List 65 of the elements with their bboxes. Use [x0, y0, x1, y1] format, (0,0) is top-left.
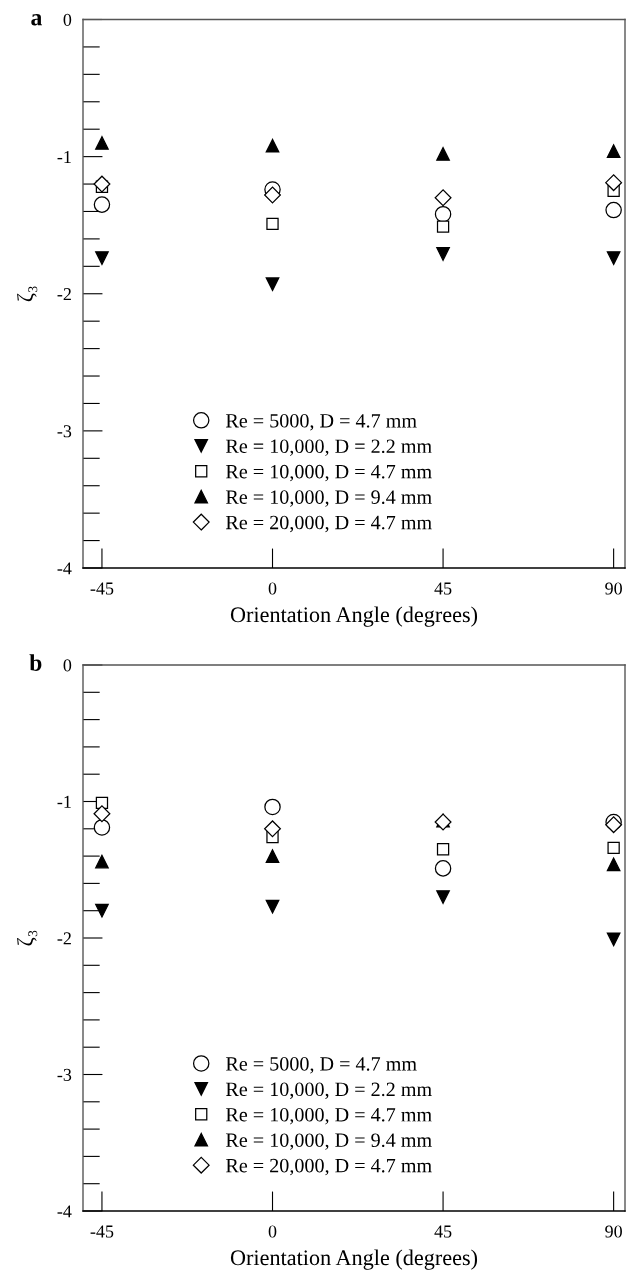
y-tick-label: 0: [63, 13, 72, 26]
x-tick-label: -45: [90, 582, 114, 595]
y-tick-label: -1: [57, 795, 71, 808]
legend-label: Re = 10,000, D = 2.2 mm: [225, 1082, 432, 1099]
y-tick-label: -3: [57, 425, 72, 438]
legend-label: Re = 20,000, D = 4.7 mm: [225, 1158, 432, 1176]
point: [95, 251, 109, 265]
point: [605, 201, 622, 219]
point: [436, 843, 450, 856]
x-tick-label: 45: [434, 582, 452, 595]
point: [264, 820, 281, 838]
point: [606, 251, 621, 265]
point: [265, 138, 280, 153]
point: [605, 174, 623, 192]
legend-label: Re = 10,000, D = 4.7 mm: [225, 464, 432, 482]
point: [607, 841, 620, 855]
x-tick-label: 90: [605, 1225, 622, 1238]
point: [606, 932, 621, 947]
x-axis-title: Orientation Angle (degrees): [230, 1249, 478, 1270]
point: [93, 819, 111, 836]
y-axis-title: ζ₃: [17, 286, 38, 302]
point: [93, 805, 111, 823]
point: [264, 798, 281, 816]
y-tick-label: -2: [57, 288, 71, 301]
point: [264, 186, 281, 204]
point: [95, 136, 109, 150]
point: [436, 890, 450, 904]
point: [436, 247, 450, 261]
point: [606, 857, 621, 872]
point: [436, 147, 450, 161]
legend-label: Re = 5000, D = 4.7 mm: [225, 1057, 417, 1074]
point: [434, 205, 452, 223]
x-tick-label: 0: [268, 582, 277, 595]
point: [434, 189, 452, 207]
chart-title: b: [29, 654, 42, 671]
x-tick-label: -45: [90, 1225, 114, 1238]
legend-label: Re = 10,000, D = 9.4 mm: [225, 1133, 432, 1150]
legend-label: Re = 20,000, D = 4.7 mm: [225, 515, 432, 533]
x-tick-label: 90: [605, 582, 622, 595]
point: [434, 860, 452, 877]
point: [93, 175, 111, 193]
legend-label: Re = 10,000, D = 9.4 mm: [225, 490, 432, 507]
x-tick-label: 0: [268, 1225, 277, 1238]
point: [436, 220, 450, 233]
y-tick-label: 0: [63, 659, 72, 672]
point: [95, 903, 109, 918]
point: [266, 217, 279, 230]
y-tick-label: -3: [57, 1068, 72, 1081]
x-axis-title: Orientation Angle (degrees): [230, 606, 478, 627]
legend-label: Re = 10,000, D = 2.2 mm: [225, 439, 432, 456]
point: [95, 854, 109, 869]
point: [265, 277, 280, 292]
x-tick-label: 45: [434, 1225, 452, 1238]
point: [93, 196, 111, 213]
legend-label: Re = 5000, D = 4.7 mm: [225, 414, 417, 431]
point: [265, 899, 280, 914]
point: [265, 849, 280, 863]
y-tick-label: -4: [57, 562, 72, 575]
point: [606, 144, 621, 159]
y-tick-label: -2: [57, 932, 71, 945]
y-axis-title: ζ₃: [17, 930, 38, 946]
chart-title: a: [31, 14, 42, 26]
y-tick-label: -4: [57, 1205, 72, 1218]
legend-label: Re = 10,000, D = 4.7 mm: [225, 1107, 432, 1125]
y-tick-label: -1: [57, 150, 71, 163]
